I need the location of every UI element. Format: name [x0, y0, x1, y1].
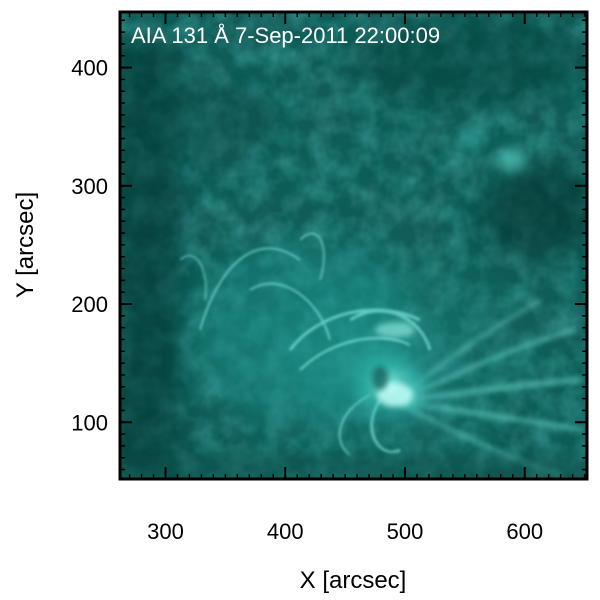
- x-tick-label: 500: [387, 519, 424, 544]
- image-title: AIA 131 Å 7-Sep-2011 22:00:09: [131, 23, 440, 48]
- solar-euv-image: [120, 12, 587, 479]
- x-tick-label: 400: [267, 519, 304, 544]
- y-axis-title: Y [arcsec]: [12, 192, 39, 298]
- y-minor-ticks: [120, 19, 587, 471]
- y-tick-label: 300: [71, 174, 108, 199]
- x-axis-ticks: 300 400 500 600: [147, 12, 543, 544]
- x-minor-ticks: [128, 12, 586, 479]
- y-axis-ticks: 100 200 300 400: [71, 56, 587, 435]
- y-tick-label: 200: [71, 292, 108, 317]
- x-tick-label: 600: [506, 519, 543, 544]
- y-tick-label: 100: [71, 410, 108, 435]
- x-tick-label: 300: [147, 519, 184, 544]
- x-axis-title: X [arcsec]: [300, 567, 407, 594]
- y-tick-label: 400: [71, 56, 108, 81]
